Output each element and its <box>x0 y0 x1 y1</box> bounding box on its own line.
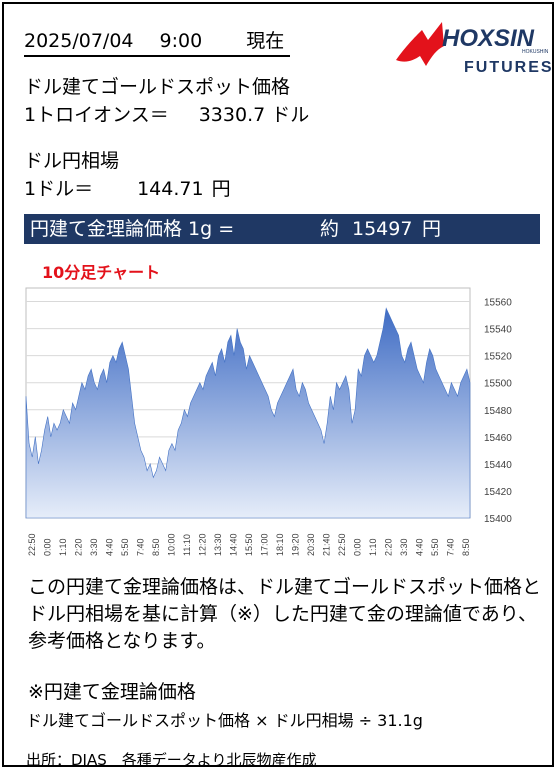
chart-title: 10分足チャート <box>42 263 161 282</box>
theoretical-approx: 約 <box>320 218 340 240</box>
status-text: 現在 <box>246 30 285 52</box>
theoretical-value: 15497 <box>352 218 413 240</box>
logo-small-text: HOKUSHIN <box>522 49 549 55</box>
x-tick-label: 11:10 <box>182 534 192 556</box>
fx-unit-label: 1ドル＝ <box>24 178 94 200</box>
x-tick-label: 3:30 <box>89 538 99 556</box>
x-tick-label: 13:30 <box>213 533 223 556</box>
y-tick-label: 15560 <box>484 298 512 309</box>
y-tick-label: 15420 <box>484 487 512 498</box>
x-tick-label: 20:30 <box>306 533 316 556</box>
theoretical-currency: 円 <box>422 218 442 240</box>
fx-label: ドル円相場 <box>24 150 120 172</box>
y-tick-label: 15400 <box>484 514 512 525</box>
logo-swoosh-icon <box>396 22 444 66</box>
x-tick-label: 1:10 <box>368 538 378 556</box>
x-tick-label: 10:00 <box>167 533 177 556</box>
logo-sub-text: FUTURES <box>464 59 552 76</box>
x-tick-label: 17:00 <box>260 533 270 556</box>
price-chart: 15400 15420 15440 15460 15480 15500 15520 15540… <box>25 287 512 556</box>
fx-currency: 円 <box>211 178 231 200</box>
fx-value: 144.71 <box>137 178 204 200</box>
note-title: ※円建て金理論価格 <box>28 681 196 703</box>
y-tick-label: 15440 <box>484 460 512 471</box>
x-tick-label: 7:40 <box>136 538 146 556</box>
x-tick-label: 1:10 <box>58 538 68 556</box>
source-text: 出所：DIAS 各種データより北辰物産作成 <box>26 751 317 769</box>
gold-currency: ドル <box>271 104 310 126</box>
gold-unit-label: 1トロイオンス＝ <box>24 104 169 126</box>
y-tick-label: 15500 <box>484 379 512 390</box>
x-tick-label: 15:50 <box>244 533 254 556</box>
x-tick-label: 2:20 <box>384 538 394 556</box>
x-tick-label: 8:50 <box>461 538 471 556</box>
logo-brand-text: HOXSIN <box>442 25 535 52</box>
price-area-series <box>25 307 471 519</box>
x-tick-label: 22:50 <box>337 533 347 556</box>
date-row: 2025/07/04 9:00 現在 <box>24 26 291 57</box>
x-tick-label: 19:20 <box>291 533 301 556</box>
y-tick-label: 15480 <box>484 406 512 417</box>
theoretical-label: 円建て金理論価格 1g = <box>30 218 235 240</box>
x-tick-label: 22:50 <box>27 533 37 556</box>
x-tick-label: 5:50 <box>120 538 130 556</box>
theoretical-price-banner: 円建て金理論価格 1g = 約 15497 円 <box>24 214 540 244</box>
description-text: この円建て金理論価格は、ドル建てゴールドスポット価格とドル円相場を基に計算（※）… <box>28 576 542 652</box>
note-formula: ドル建てゴールドスポット価格 × ドル円相場 ÷ 31.1g <box>26 711 423 730</box>
x-tick-label: 3:30 <box>399 538 409 556</box>
x-tick-label: 18:10 <box>275 533 285 556</box>
time-text: 9:00 <box>159 30 203 52</box>
x-tick-label: 2:20 <box>74 538 84 556</box>
gold-value: 3330.7 <box>198 104 266 126</box>
x-tick-label: 12:20 <box>198 533 208 556</box>
x-tick-label: 5:50 <box>430 538 440 556</box>
gold-row: 1トロイオンス＝ 3330.7 ドル <box>24 100 309 127</box>
x-tick-label: 7:40 <box>446 538 456 556</box>
y-tick-label: 15520 <box>484 352 512 363</box>
date-text: 2025/07/04 <box>24 30 134 52</box>
gold-label: ドル建てゴールドスポット価格 <box>24 76 291 98</box>
x-tick-label: 4:40 <box>415 538 425 556</box>
y-tick-labels: 15400 15420 15440 15460 15480 15500 15520 15540… <box>484 298 512 525</box>
y-tick-label: 15540 <box>484 325 512 336</box>
x-tick-label: 0:00 <box>353 538 363 556</box>
x-tick-label: 21:40 <box>322 533 332 556</box>
x-tick-label: 8:50 <box>151 538 161 556</box>
x-tick-label: 4:40 <box>105 538 115 556</box>
fx-row: 1ドル＝ 144.71 円 <box>24 174 231 201</box>
x-tick-labels: 22:50 0:00 1:10 2:20 3:30 4:40 5:50 7:40 8:50 10:… <box>27 533 471 556</box>
x-tick-label: 0:00 <box>43 538 53 556</box>
hoxsin-logo: HOXSIN HOKUSHIN FUTURES <box>396 22 552 76</box>
y-tick-label: 15460 <box>484 433 512 444</box>
x-tick-label: 14:40 <box>229 533 239 556</box>
